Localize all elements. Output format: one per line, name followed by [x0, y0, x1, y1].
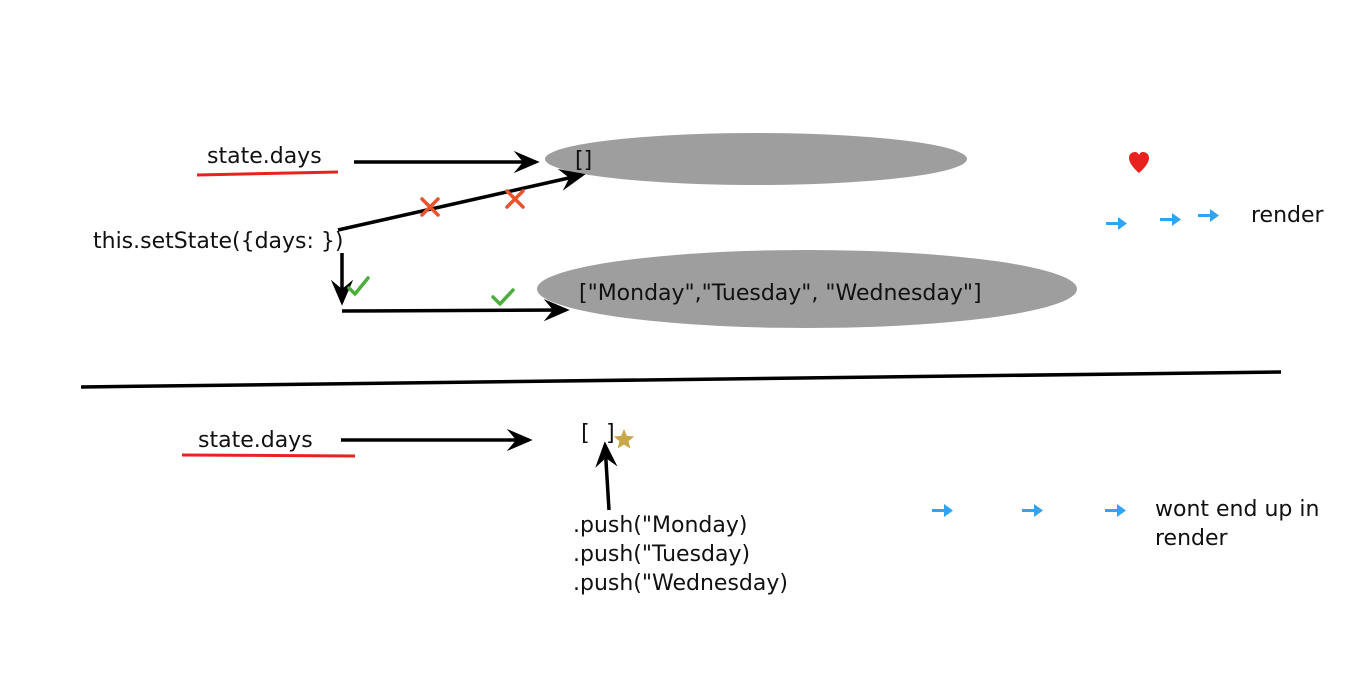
- cross-icon: [505, 189, 525, 209]
- right-arrow-icon: [1160, 213, 1181, 226]
- state-days-label: state.days: [207, 144, 322, 169]
- render-label: render: [1251, 203, 1324, 228]
- push-tuesday-label: .push("Tuesday): [573, 542, 751, 567]
- state-days-underline: [181, 453, 356, 458]
- star-icon: [613, 429, 635, 449]
- cross-icon: [420, 197, 440, 217]
- arrow-push-to-array: [595, 441, 618, 511]
- arrow-setstate-to-new-array: [341, 298, 570, 322]
- empty-array-label: [ ]: [578, 421, 618, 446]
- wont-render-label-line2: render: [1155, 526, 1228, 551]
- right-arrow-icon: [1106, 217, 1127, 230]
- wont-render-label-line1: wont end up in: [1155, 497, 1320, 522]
- new-array-ellipse: [537, 250, 1077, 328]
- state-days-underline: [196, 170, 339, 177]
- section-divider: [80, 370, 1282, 389]
- right-arrow-icon: [1022, 504, 1043, 517]
- empty-array-label: []: [575, 148, 593, 173]
- setstate-call-label: this.setState({days: }): [93, 229, 344, 254]
- check-icon: [491, 288, 515, 306]
- push-wednesday-label: .push("Wednesday): [573, 571, 788, 596]
- state-days-label: state.days: [198, 428, 313, 453]
- new-array-label: ["Monday","Tuesday", "Wednesday"]: [579, 281, 982, 306]
- right-arrow-icon: [1198, 209, 1219, 222]
- empty-array-ellipse: [545, 133, 967, 185]
- push-monday-label: .push("Monday): [573, 513, 748, 538]
- right-arrow-icon: [932, 504, 953, 517]
- check-icon: [347, 276, 370, 296]
- heart-icon: [1129, 152, 1149, 173]
- arrow-setstate-to-empty-array: [337, 169, 586, 232]
- right-arrow-icon: [1105, 504, 1126, 517]
